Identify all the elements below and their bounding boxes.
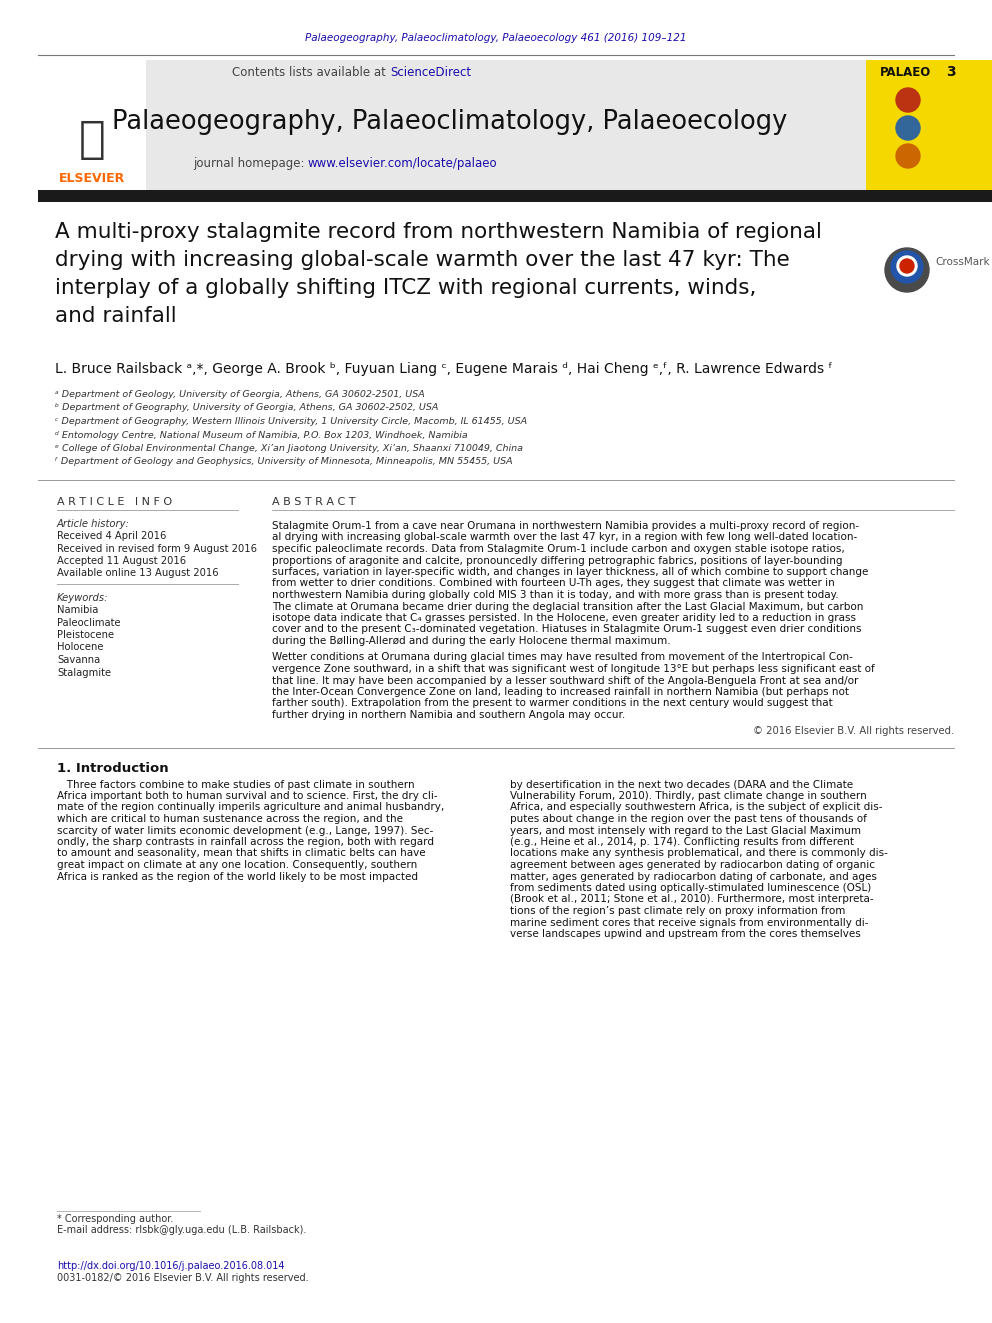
Text: PALAEO: PALAEO	[880, 66, 931, 78]
Circle shape	[900, 259, 914, 273]
Text: ᵇ Department of Geography, University of Georgia, Athens, GA 30602-2502, USA: ᵇ Department of Geography, University of…	[55, 404, 438, 413]
Text: verse landscapes upwind and upstream from the cores themselves: verse landscapes upwind and upstream fro…	[510, 929, 861, 939]
Text: putes about change in the region over the past tens of thousands of: putes about change in the region over th…	[510, 814, 867, 824]
Text: Africa is ranked as the region of the world likely to be most impacted: Africa is ranked as the region of the wo…	[57, 872, 418, 881]
Text: Namibia: Namibia	[57, 605, 98, 615]
Text: isotope data indicate that C₄ grasses persisted. In the Holocene, even greater a: isotope data indicate that C₄ grasses pe…	[272, 613, 856, 623]
Text: from sediments dated using optically-stimulated luminescence (OSL): from sediments dated using optically-sti…	[510, 882, 871, 893]
Text: cover and to the present C₃-dominated vegetation. Hiatuses in Stalagmite Orum-1 : cover and to the present C₃-dominated ve…	[272, 624, 861, 635]
Text: northwestern Namibia during globally cold MIS 3 than it is today, and with more : northwestern Namibia during globally col…	[272, 590, 838, 601]
Text: ᵃ Department of Geology, University of Georgia, Athens, GA 30602-2501, USA: ᵃ Department of Geology, University of G…	[55, 390, 425, 400]
Text: years, and most intensely with regard to the Last Glacial Maximum: years, and most intensely with regard to…	[510, 826, 861, 836]
Text: 3: 3	[946, 65, 956, 79]
Text: A R T I C L E   I N F O: A R T I C L E I N F O	[57, 497, 173, 507]
Text: Received 4 April 2016: Received 4 April 2016	[57, 531, 167, 541]
Text: the Inter-Ocean Convergence Zone on land, leading to increased rainfall in north: the Inter-Ocean Convergence Zone on land…	[272, 687, 849, 697]
Text: drying with increasing global-scale warmth over the last 47 kyr: The: drying with increasing global-scale warm…	[55, 250, 790, 270]
Circle shape	[896, 116, 920, 140]
Text: journal homepage:: journal homepage:	[192, 156, 308, 169]
Text: farther south). Extrapolation from the present to warmer conditions in the next : farther south). Extrapolation from the p…	[272, 699, 832, 709]
Text: Palaeogeography, Palaeoclimatology, Palaeoecology 461 (2016) 109–121: Palaeogeography, Palaeoclimatology, Pala…	[306, 33, 686, 44]
Text: A B S T R A C T: A B S T R A C T	[272, 497, 355, 507]
Text: specific paleoclimate records. Data from Stalagmite Orum-1 include carbon and ox: specific paleoclimate records. Data from…	[272, 544, 845, 554]
Text: 0031-0182/© 2016 Elsevier B.V. All rights reserved.: 0031-0182/© 2016 Elsevier B.V. All right…	[57, 1273, 309, 1283]
Circle shape	[897, 255, 917, 277]
Text: ELSEVIER: ELSEVIER	[59, 172, 125, 184]
Text: al drying with increasing global-scale warmth over the last 47 kyr, in a region : al drying with increasing global-scale w…	[272, 532, 857, 542]
Text: 1. Introduction: 1. Introduction	[57, 762, 169, 774]
FancyBboxPatch shape	[38, 60, 146, 191]
Text: Available online 13 August 2016: Available online 13 August 2016	[57, 569, 218, 578]
Text: Savanna: Savanna	[57, 655, 100, 665]
FancyBboxPatch shape	[38, 60, 866, 191]
Text: during the Bølling-Allerød and during the early Holocene thermal maximum.: during the Bølling-Allerød and during th…	[272, 636, 671, 646]
Text: to amount and seasonality, mean that shifts in climatic belts can have: to amount and seasonality, mean that shi…	[57, 848, 426, 859]
Text: great impact on climate at any one location. Consequently, southern: great impact on climate at any one locat…	[57, 860, 418, 871]
Text: by desertification in the next two decades (DARA and the Climate: by desertification in the next two decad…	[510, 779, 853, 790]
Text: ᵉ College of Global Environmental Change, Xi’an Jiaotong University, Xi’an, Shaa: ᵉ College of Global Environmental Change…	[55, 445, 523, 452]
Text: ondly, the sharp contrasts in rainfall across the region, both with regard: ondly, the sharp contrasts in rainfall a…	[57, 837, 434, 847]
Text: Article history:: Article history:	[57, 519, 130, 529]
Text: Keywords:: Keywords:	[57, 593, 108, 603]
Text: Contents lists available at: Contents lists available at	[232, 66, 390, 78]
Text: (e.g., Heine et al., 2014, p. 174). Conflicting results from different: (e.g., Heine et al., 2014, p. 174). Conf…	[510, 837, 854, 847]
Text: interplay of a globally shifting ITCZ with regional currents, winds,: interplay of a globally shifting ITCZ wi…	[55, 278, 756, 298]
Text: (Brook et al., 2011; Stone et al., 2010). Furthermore, most interpreta-: (Brook et al., 2011; Stone et al., 2010)…	[510, 894, 874, 905]
Text: CrossMark: CrossMark	[935, 257, 990, 267]
Text: Holocene: Holocene	[57, 643, 103, 652]
Text: Palaeogeography, Palaeoclimatology, Palaeoecology: Palaeogeography, Palaeoclimatology, Pala…	[112, 108, 788, 135]
Text: Stalagmite: Stalagmite	[57, 668, 111, 677]
Text: surfaces, variation in layer-specific width, and changes in layer thickness, all: surfaces, variation in layer-specific wi…	[272, 568, 868, 577]
Text: proportions of aragonite and calcite, pronouncedly differing petrographic fabric: proportions of aragonite and calcite, pr…	[272, 556, 842, 565]
FancyBboxPatch shape	[38, 191, 992, 202]
Text: E-mail address: rlsbk@gly.uga.edu (L.B. Railsback).: E-mail address: rlsbk@gly.uga.edu (L.B. …	[57, 1225, 307, 1234]
Text: further drying in northern Namibia and southern Angola may occur.: further drying in northern Namibia and s…	[272, 710, 625, 720]
Text: matter, ages generated by radiocarbon dating of carbonate, and ages: matter, ages generated by radiocarbon da…	[510, 872, 877, 881]
Text: ᶠ Department of Geology and Geophysics, University of Minnesota, Minneapolis, MN: ᶠ Department of Geology and Geophysics, …	[55, 458, 513, 467]
Text: agreement between ages generated by radiocarbon dating of organic: agreement between ages generated by radi…	[510, 860, 875, 871]
Circle shape	[891, 251, 923, 283]
FancyBboxPatch shape	[866, 60, 992, 191]
Text: http://dx.doi.org/10.1016/j.palaeo.2016.08.014: http://dx.doi.org/10.1016/j.palaeo.2016.…	[57, 1261, 285, 1271]
Text: A multi-proxy stalagmite record from northwestern Namibia of regional: A multi-proxy stalagmite record from nor…	[55, 222, 822, 242]
Text: Received in revised form 9 August 2016: Received in revised form 9 August 2016	[57, 544, 257, 553]
Text: Pleistocene: Pleistocene	[57, 630, 114, 640]
Text: Stalagmite Orum-1 from a cave near Orumana in northwestern Namibia provides a mu: Stalagmite Orum-1 from a cave near Oruma…	[272, 521, 859, 531]
Text: Paleoclimate: Paleoclimate	[57, 618, 121, 627]
Text: 🌳: 🌳	[78, 119, 105, 161]
Text: locations make any synthesis problematical, and there is commonly dis-: locations make any synthesis problematic…	[510, 848, 888, 859]
Text: ScienceDirect: ScienceDirect	[390, 66, 471, 78]
Text: ᵈ Entomology Centre, National Museum of Namibia, P.O. Box 1203, Windhoek, Namibi: ᵈ Entomology Centre, National Museum of …	[55, 430, 468, 439]
Text: * Corresponding author.: * Corresponding author.	[57, 1215, 174, 1224]
Text: Wetter conditions at Orumana during glacial times may have resulted from movemen: Wetter conditions at Orumana during glac…	[272, 652, 853, 663]
Text: Vulnerability Forum, 2010). Thirdly, past climate change in southern: Vulnerability Forum, 2010). Thirdly, pas…	[510, 791, 867, 800]
Text: Three factors combine to make studies of past climate in southern: Three factors combine to make studies of…	[57, 779, 415, 790]
Text: and rainfall: and rainfall	[55, 306, 177, 325]
Text: Africa, and especially southwestern Africa, is the subject of explicit dis-: Africa, and especially southwestern Afri…	[510, 803, 883, 812]
Circle shape	[885, 247, 929, 292]
Text: which are critical to human sustenance across the region, and the: which are critical to human sustenance a…	[57, 814, 403, 824]
Text: The climate at Orumana became drier during the deglacial transition after the La: The climate at Orumana became drier duri…	[272, 602, 863, 611]
Text: ᶜ Department of Geography, Western Illinois University, 1 University Circle, Mac: ᶜ Department of Geography, Western Illin…	[55, 417, 527, 426]
Text: from wetter to drier conditions. Combined with fourteen U-Th ages, they suggest : from wetter to drier conditions. Combine…	[272, 578, 834, 589]
Text: tions of the region’s past climate rely on proxy information from: tions of the region’s past climate rely …	[510, 906, 845, 916]
Circle shape	[896, 144, 920, 168]
Text: © 2016 Elsevier B.V. All rights reserved.: © 2016 Elsevier B.V. All rights reserved…	[753, 725, 954, 736]
Text: that line. It may have been accompanied by a lesser southward shift of the Angol: that line. It may have been accompanied …	[272, 676, 858, 685]
Circle shape	[896, 89, 920, 112]
Text: Africa important both to human survival and to science. First, the dry cli-: Africa important both to human survival …	[57, 791, 437, 800]
Text: vergence Zone southward, in a shift that was significant west of longitude 13°E : vergence Zone southward, in a shift that…	[272, 664, 875, 673]
Text: www.elsevier.com/locate/palaeo: www.elsevier.com/locate/palaeo	[308, 156, 498, 169]
Text: mate of the region continually imperils agriculture and animal husbandry,: mate of the region continually imperils …	[57, 803, 444, 812]
Text: scarcity of water limits economic development (e.g., Lange, 1997). Sec-: scarcity of water limits economic develo…	[57, 826, 434, 836]
Text: Accepted 11 August 2016: Accepted 11 August 2016	[57, 556, 186, 566]
Text: L. Bruce Railsback ᵃ,*, George A. Brook ᵇ, Fuyuan Liang ᶜ, Eugene Marais ᵈ, Hai : L. Bruce Railsback ᵃ,*, George A. Brook …	[55, 363, 832, 376]
Text: marine sediment cores that receive signals from environmentally di-: marine sediment cores that receive signa…	[510, 917, 869, 927]
